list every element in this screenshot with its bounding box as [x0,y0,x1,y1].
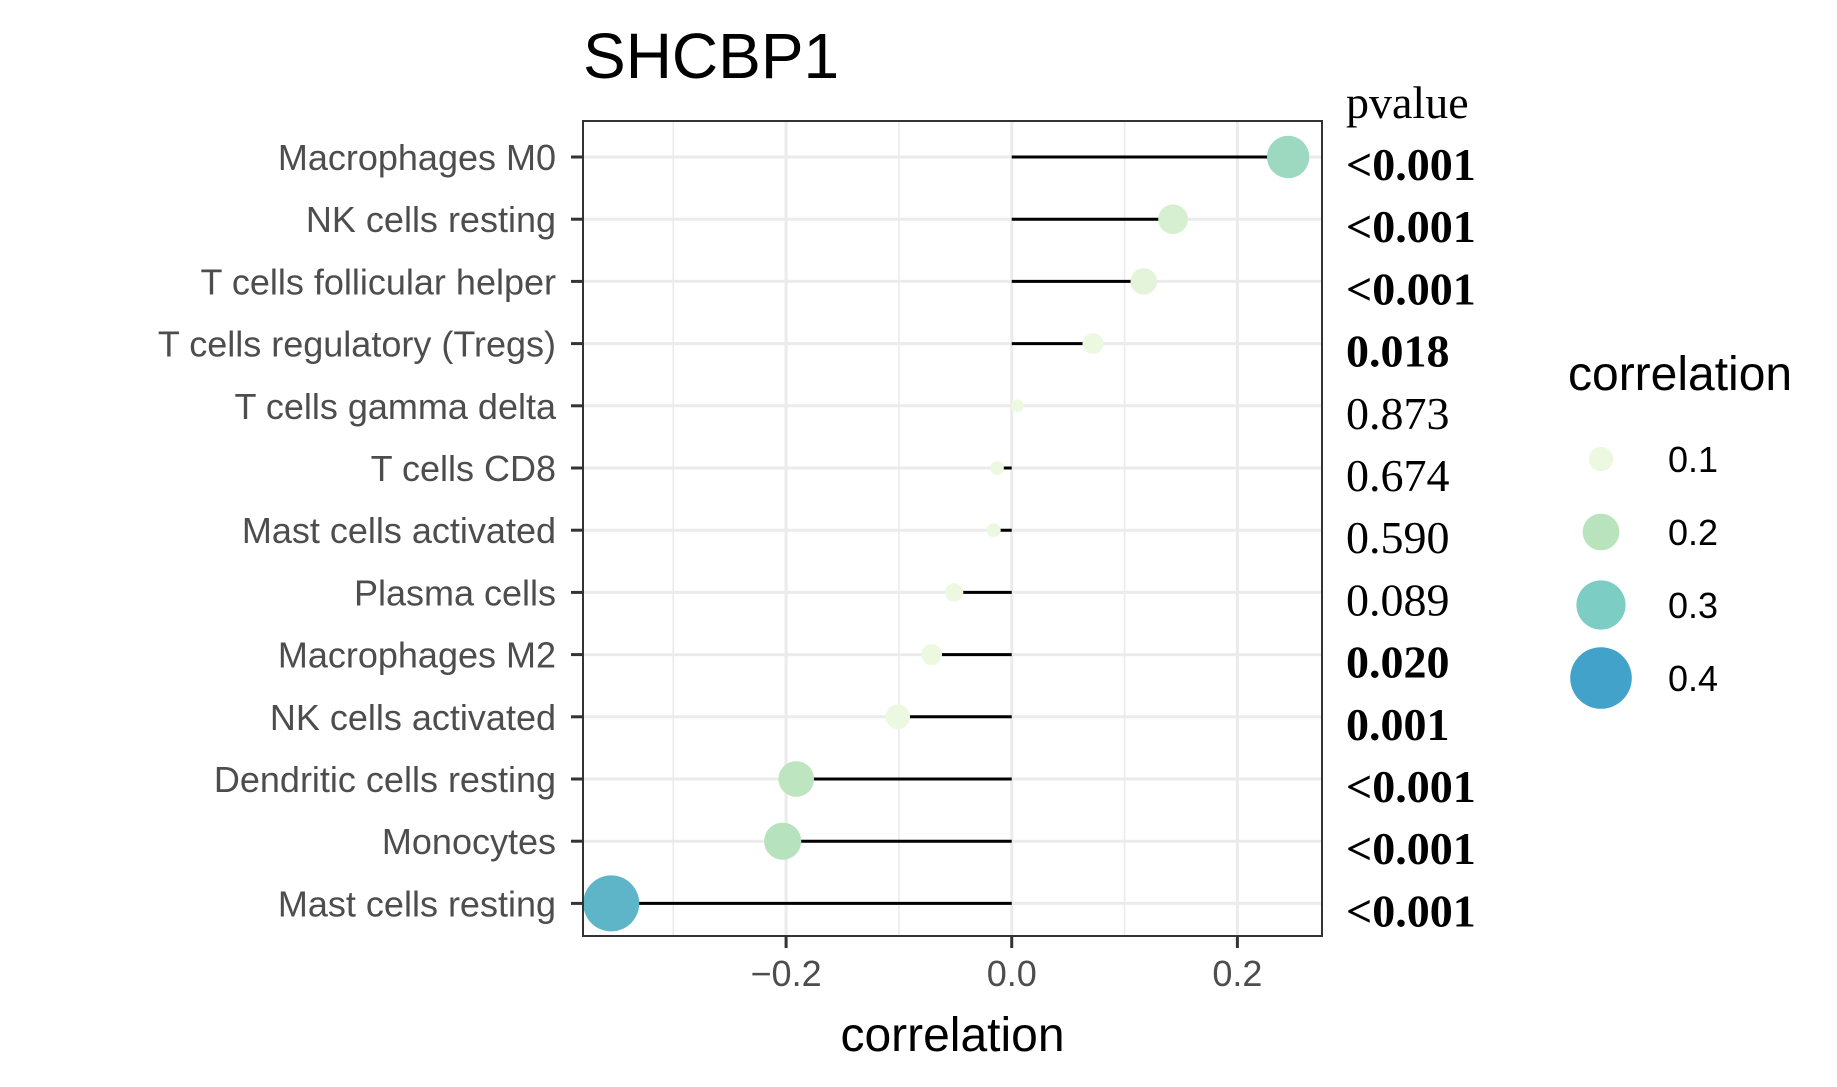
legend-key [1582,513,1620,551]
y-tick-label: T cells follicular helper [201,261,556,302]
lollipop-point [1158,204,1188,235]
pvalue-label: 0.590 [1346,512,1450,563]
legend-label: 0.2 [1668,512,1718,553]
lollipop-point [583,875,640,932]
y-tick-label: T cells CD8 [371,448,556,489]
x-tick-label: 0.0 [987,953,1037,994]
legend-label: 0.3 [1668,585,1718,626]
plot-panel-border [582,120,1323,937]
pvalue-label: <0.001 [1346,885,1476,936]
lollipop-point [1082,333,1104,355]
legend-key [1570,647,1632,709]
chart-title: SHCBP1 [583,20,839,92]
lollipop-point [1011,399,1024,413]
y-tick-label: T cells regulatory (Tregs) [158,324,556,365]
y-tick-label: Plasma cells [354,572,556,613]
pvalue-label: 0.089 [1346,574,1450,625]
pvalue-label: <0.001 [1346,823,1476,874]
pvalue-header: pvalue [1346,77,1469,128]
pvalue-label: <0.001 [1346,761,1476,812]
lollipop-point [764,822,802,860]
plot-panel [583,121,1322,936]
lollipop-point [921,644,943,666]
lollipop-point [986,523,1001,538]
x-axis-label: correlation [840,1009,1064,1062]
pvalue-label: 0.020 [1346,637,1450,688]
legend-key [1576,580,1626,630]
y-tick-label: Macrophages M0 [278,137,556,178]
y-tick-label: Dendritic cells resting [214,759,556,800]
pvalue-label: 0.873 [1346,388,1450,439]
lollipop-point [1130,268,1157,295]
y-tick-label: Mast cells activated [242,510,556,551]
lollipop-point [1266,135,1310,179]
pvalue-label: <0.001 [1346,201,1476,252]
legend-key [1588,446,1614,472]
y-tick-label: Mast cells resting [278,883,556,924]
x-tick-label: 0.2 [1212,953,1262,994]
y-tick-label: Macrophages M2 [278,635,556,676]
legend-title: correlation [1568,348,1792,401]
legend-label: 0.4 [1668,658,1718,699]
pvalue-label: <0.001 [1346,139,1476,190]
lollipop-point [990,461,1004,475]
lollipop-point [885,704,911,730]
y-tick-label: NK cells resting [306,199,556,240]
pvalue-label: 0.001 [1346,699,1450,750]
y-tick-label: Monocytes [382,821,556,862]
x-tick-label: −0.2 [751,953,822,994]
y-tick-label: NK cells activated [270,697,556,738]
pvalue-label: <0.001 [1346,263,1476,314]
lollipop-point [778,761,815,797]
pvalue-label: 0.674 [1346,450,1450,501]
pvalue-label: 0.018 [1346,326,1450,377]
lollipop-point [945,583,964,602]
y-tick-label: T cells gamma delta [235,386,557,427]
legend-label: 0.1 [1668,439,1718,480]
